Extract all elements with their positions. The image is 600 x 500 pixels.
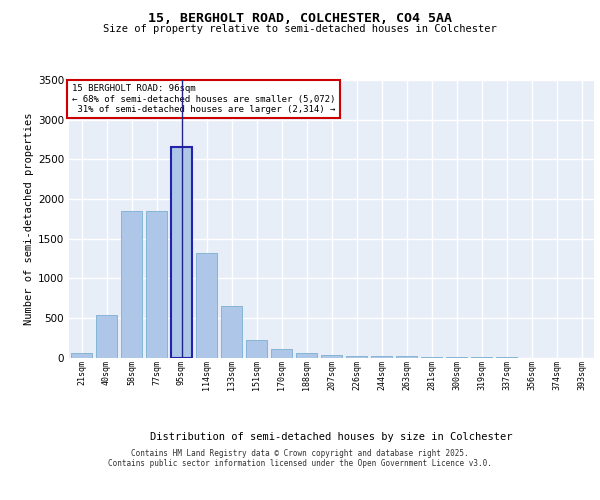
- Bar: [221, 306, 242, 358]
- Bar: [121, 211, 142, 358]
- Bar: [196, 253, 217, 358]
- Text: 15 BERGHOLT ROAD: 96sqm
← 68% of semi-detached houses are smaller (5,072)
 31% o: 15 BERGHOLT ROAD: 96sqm ← 68% of semi-de…: [71, 84, 335, 114]
- Bar: [171, 148, 192, 358]
- Text: Size of property relative to semi-detached houses in Colchester: Size of property relative to semi-detach…: [103, 24, 497, 34]
- Bar: [321, 354, 342, 358]
- Bar: [146, 211, 167, 358]
- Bar: [271, 349, 292, 358]
- Text: Contains public sector information licensed under the Open Government Licence v3: Contains public sector information licen…: [108, 458, 492, 468]
- Text: Contains HM Land Registry data © Crown copyright and database right 2025.: Contains HM Land Registry data © Crown c…: [131, 448, 469, 458]
- Y-axis label: Number of semi-detached properties: Number of semi-detached properties: [24, 112, 34, 325]
- Text: 15, BERGHOLT ROAD, COLCHESTER, CO4 5AA: 15, BERGHOLT ROAD, COLCHESTER, CO4 5AA: [148, 12, 452, 26]
- Bar: [246, 340, 267, 357]
- Bar: [96, 314, 117, 358]
- Bar: [296, 353, 317, 358]
- Bar: [71, 353, 92, 358]
- X-axis label: Distribution of semi-detached houses by size in Colchester: Distribution of semi-detached houses by …: [150, 432, 513, 442]
- Bar: [346, 356, 367, 358]
- Bar: [371, 356, 392, 358]
- Bar: [396, 356, 417, 358]
